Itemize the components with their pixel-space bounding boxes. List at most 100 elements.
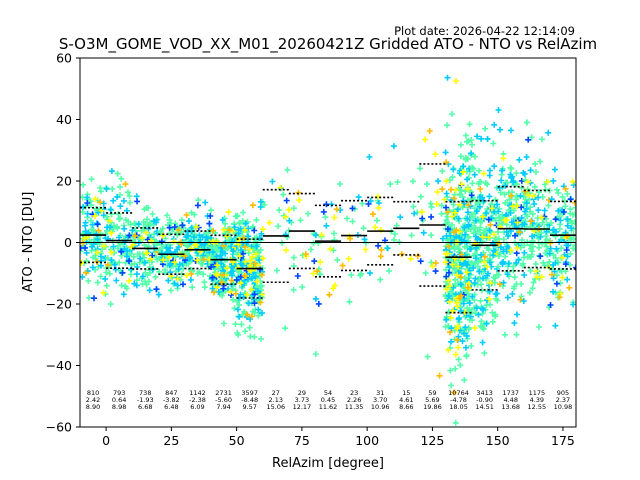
scatter-points-bin bbox=[181, 212, 207, 277]
bin-count-label: 31 bbox=[376, 389, 384, 397]
bin-count-label: 810 bbox=[87, 389, 99, 397]
scatter-points-bin bbox=[259, 184, 290, 262]
scatter-points-bin bbox=[314, 206, 340, 298]
bin-std-label: 12.55 bbox=[528, 403, 547, 411]
bin-mean-label: 0.45 bbox=[321, 396, 335, 404]
y-tick-label: −40 bbox=[46, 358, 72, 373]
bin-std-label: 14.51 bbox=[475, 403, 494, 411]
x-tick-label: 75 bbox=[294, 433, 310, 448]
bin-count-label: 59 bbox=[428, 389, 436, 397]
bin-mean-label: -4.78 bbox=[450, 396, 467, 404]
y-tick-label: 20 bbox=[56, 174, 72, 189]
bin-count-label: 2731 bbox=[215, 389, 232, 397]
scatter-points-bin bbox=[349, 205, 356, 212]
bin-std-label: 11.62 bbox=[319, 403, 338, 411]
bin-count-label: 54 bbox=[324, 389, 332, 397]
bin-count-label: 10764 bbox=[448, 389, 469, 397]
chart-title: S-O3M_GOME_VOD_XX_M01_20260421Z Gridded … bbox=[59, 35, 597, 54]
scatter-points-bin bbox=[104, 181, 129, 268]
scatter-points-bin bbox=[317, 214, 338, 292]
bin-count-label: 3413 bbox=[476, 389, 493, 397]
x-tick-label: 100 bbox=[355, 433, 379, 448]
x-tick-label: 175 bbox=[551, 433, 575, 448]
bin-count-label: 738 bbox=[139, 389, 151, 397]
bin-mean-label: 2.26 bbox=[347, 396, 361, 404]
scatter-points-bin bbox=[497, 155, 521, 254]
bin-mean-label: 2.37 bbox=[556, 396, 570, 404]
scatter-points-bin bbox=[269, 178, 289, 238]
bin-count-label: 15 bbox=[402, 389, 410, 397]
y-axis: −60 −40 −20 0 20 40 60 bbox=[46, 51, 80, 435]
scatter-points-bin bbox=[158, 222, 186, 288]
bin-mean-label: 3.70 bbox=[373, 396, 387, 404]
scatter-points-bin bbox=[426, 128, 446, 379]
bin-std-label: 18.05 bbox=[449, 403, 468, 411]
bin-std-label: 19.86 bbox=[423, 403, 442, 411]
bin-std-label: 15.06 bbox=[266, 403, 285, 411]
bin-std-label: 8.90 bbox=[86, 403, 100, 411]
scatter-points-bin bbox=[370, 211, 385, 260]
bin-std-label: 10.98 bbox=[554, 403, 573, 411]
bin-std-label: 6.68 bbox=[138, 403, 152, 411]
bin-statistics bbox=[80, 163, 576, 314]
scatter-points-bin bbox=[295, 189, 309, 258]
scatter-points-bin bbox=[294, 258, 318, 279]
bin-std-label: 13.68 bbox=[501, 403, 520, 411]
scatter-points-bin bbox=[312, 181, 343, 357]
scatter-points-bin bbox=[365, 201, 388, 249]
scatter-points-bin bbox=[419, 136, 448, 270]
bin-count-label: 905 bbox=[557, 389, 569, 397]
scatter-points-bin bbox=[366, 154, 391, 277]
y-tick-label: 0 bbox=[64, 235, 72, 250]
x-tick-label: 0 bbox=[102, 433, 110, 448]
scatter-points-bin bbox=[390, 143, 418, 221]
scatter-points-bin bbox=[315, 201, 330, 307]
y-tick-label: −60 bbox=[46, 420, 72, 435]
scatter-points-bin bbox=[443, 159, 472, 396]
bin-std-label: 8.98 bbox=[112, 403, 126, 411]
bin-mean-label: 0.64 bbox=[112, 396, 126, 404]
scatter-points-bin bbox=[132, 232, 161, 256]
bin-std-label: 11.35 bbox=[345, 403, 364, 411]
bin-mean-label: 4.48 bbox=[503, 396, 517, 404]
y-tick-label: 60 bbox=[56, 51, 72, 66]
bin-std-label: 6.09 bbox=[190, 403, 204, 411]
bin-mean-label: -2.38 bbox=[189, 396, 206, 404]
bin-mean-label: -5.60 bbox=[215, 396, 232, 404]
scatter-points-bin bbox=[288, 205, 318, 293]
bin-count-label: 1175 bbox=[529, 389, 546, 397]
x-tick-label: 50 bbox=[229, 433, 245, 448]
scatter-points bbox=[80, 74, 576, 426]
y-axis-label: ATO - NTO [DU] bbox=[21, 192, 36, 293]
bin-mean-label: 4.39 bbox=[530, 396, 544, 404]
bin-std-label: 7.94 bbox=[216, 403, 230, 411]
scatter-points-bin bbox=[339, 235, 354, 269]
bin-count-label: 1737 bbox=[502, 389, 519, 397]
bin-std-label: 6.48 bbox=[164, 403, 178, 411]
x-axis: 0 25 50 75 100 125 150 175 bbox=[102, 427, 575, 448]
y-tick-label: −20 bbox=[46, 297, 72, 312]
bin-count-label: 29 bbox=[298, 389, 306, 397]
bin-mean-label: -0.90 bbox=[476, 396, 493, 404]
scatter-points-bin bbox=[398, 251, 421, 260]
bin-mean-label: -3.82 bbox=[163, 396, 180, 404]
scatter-points-bin bbox=[407, 255, 414, 262]
scatter-points-bin bbox=[495, 107, 527, 326]
bin-count-label: 1142 bbox=[189, 389, 206, 397]
x-axis-label: RelAzim [degree] bbox=[272, 456, 384, 471]
scatter-points-bin bbox=[286, 217, 293, 224]
bin-mean-label: 4.61 bbox=[399, 396, 413, 404]
x-tick-label: 125 bbox=[420, 433, 444, 448]
bin-count-label: 23 bbox=[350, 389, 358, 397]
scatter-points-bin bbox=[210, 227, 239, 297]
bin-mean-label: -1.93 bbox=[137, 396, 154, 404]
plot-date-label: Plot date: 2026-04-22 12:14:09 bbox=[394, 24, 575, 38]
scatter-points-bin bbox=[496, 192, 524, 303]
bin-mean-label: 3.73 bbox=[295, 396, 309, 404]
bin-count-label: 3597 bbox=[241, 389, 258, 397]
scatter-points-bin bbox=[372, 193, 384, 233]
x-tick-label: 150 bbox=[486, 433, 510, 448]
bin-count-label: 847 bbox=[165, 389, 177, 397]
